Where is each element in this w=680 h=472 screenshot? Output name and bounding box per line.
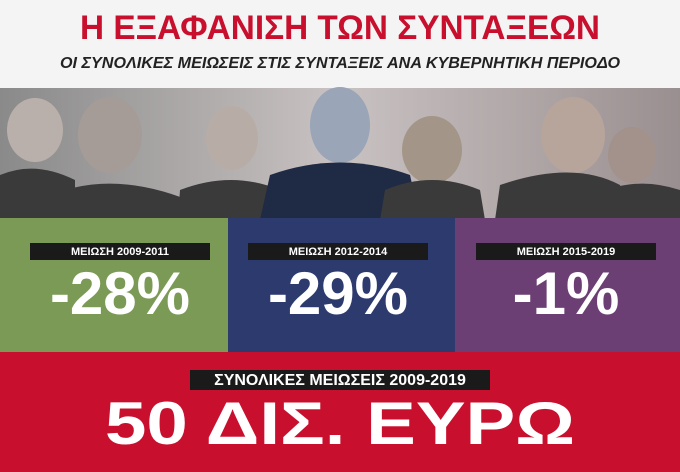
footer-label: ΣΥΝΟΛΙΚΕΣ ΜΕΙΩΣΕΙΣ 2009-2019	[214, 372, 466, 389]
footer-label-box	[190, 370, 490, 390]
panel-value: -28%	[50, 260, 190, 327]
panel-label: ΜΕΙΩΣΗ 2015-2019	[517, 246, 616, 258]
label-box	[248, 243, 428, 260]
panel-value: -1%	[513, 260, 620, 327]
panel-label: ΜΕΙΩΣΗ 2012-2014	[289, 246, 388, 258]
label-box	[30, 243, 210, 260]
panel-bg	[0, 218, 228, 352]
header-bg	[0, 0, 680, 90]
label-box	[476, 243, 656, 260]
panel-label: ΜΕΙΩΣΗ 2009-2011	[71, 246, 169, 258]
photo-band	[0, 87, 680, 220]
panel-bg	[228, 218, 455, 352]
panel-value: -29%	[268, 260, 408, 327]
footer-total: 50 ΔΙΣ. ΕΥΡΩ	[105, 390, 575, 457]
panel-bg	[455, 218, 680, 352]
title: Η ΕΞΑΦΑΝΙΣΗ ΤΩΝ ΣΥΝΤΑΞΕΩΝ	[80, 9, 600, 47]
subtitle: ΟΙ ΣΥΝΟΛΙΚΕΣ ΜΕΙΩΣΕΙΣ ΣΤΙΣ ΣΥΝΤΑΞΕΙΣ ΑΝΑ…	[60, 55, 621, 72]
